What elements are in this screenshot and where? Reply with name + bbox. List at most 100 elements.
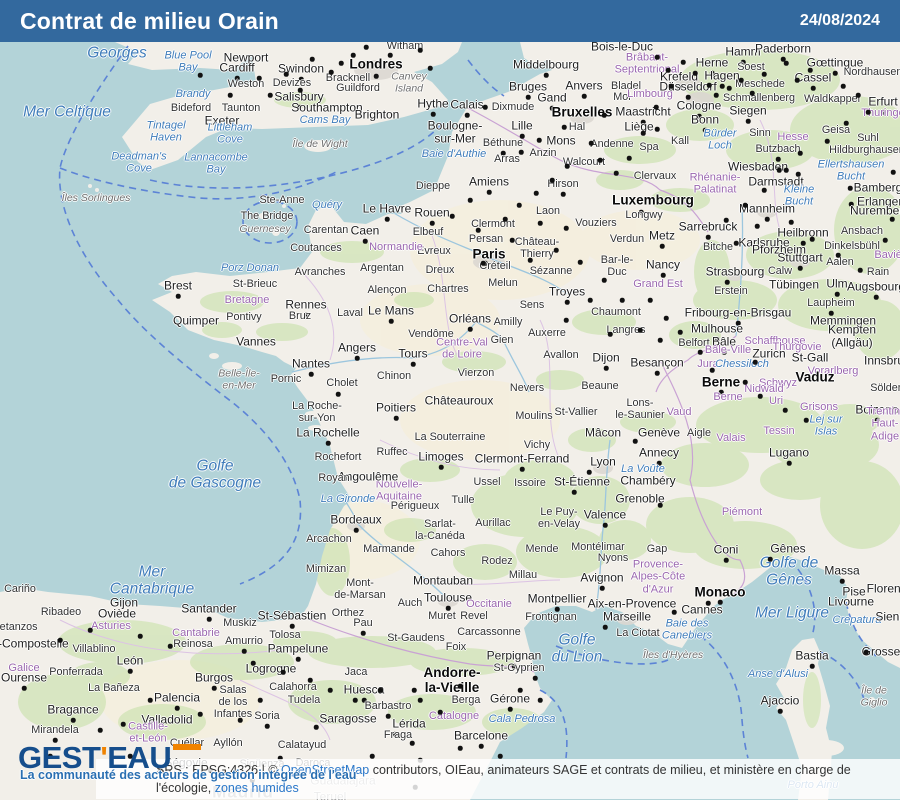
city-dot (296, 104, 302, 110)
city-dot (561, 124, 567, 130)
city-dot (507, 706, 513, 712)
map-label: Bitche (702, 240, 734, 253)
city-dot (705, 600, 711, 606)
city-dot (767, 556, 773, 562)
map-label: Trentin- Haut-Adige (866, 405, 900, 443)
map-label: Orthez (331, 606, 365, 619)
city-dot (478, 743, 484, 749)
map-label: Gand (537, 90, 567, 105)
map-label: Heilbronn (777, 225, 829, 240)
map-label: Grand Est (633, 277, 683, 290)
map-label: Exeter (204, 113, 240, 128)
map-label: Chessiloch (715, 357, 769, 370)
map-label: León (116, 653, 144, 668)
map-label: La Rochelle (296, 425, 360, 440)
map-label: Tessin (763, 424, 795, 437)
map-label: Verdun (609, 232, 645, 245)
town-dot (601, 277, 607, 283)
map-label: Calahorra (269, 680, 317, 693)
city-dot (809, 663, 815, 669)
town-dot (502, 216, 508, 222)
map-label: Ansbach (840, 224, 884, 237)
map-label: Valladolid (141, 712, 193, 727)
map-label: Pau (353, 616, 373, 629)
city-dot (654, 370, 660, 376)
city-dot (543, 72, 549, 78)
map-label: Andorre- la-Vieille (423, 664, 481, 695)
city-dot (393, 415, 399, 421)
city-dot (536, 137, 542, 143)
map-label: Îles Sorlingues (61, 192, 131, 205)
map-label: Ourense (0, 670, 48, 685)
map-label: Devizes (272, 76, 312, 89)
map-label: Vierzon (457, 366, 495, 379)
map-label: Golfe de Gascogne (168, 457, 262, 492)
map-label: Bürder Loch (703, 127, 737, 152)
town-dot (587, 297, 593, 303)
map-label: Berne (713, 390, 743, 403)
city-dot (828, 310, 834, 316)
map-label: Arras (494, 152, 520, 165)
map-label: Chambéry (620, 473, 676, 488)
map-label: Tudela (287, 693, 321, 706)
map-label: Jaca (344, 665, 368, 678)
town-dot (417, 47, 423, 53)
openstreetmap-link[interactable]: OpenStreetMap (281, 762, 370, 777)
header-date: 24/08/2024 (799, 12, 880, 29)
town-dot (761, 71, 767, 77)
map-label: Cholet (326, 376, 358, 389)
city-dot (764, 216, 770, 222)
city-dot (599, 585, 605, 591)
attribution-bar: SRS : EPSG:4326 | © OpenStreetMap contri… (96, 758, 900, 799)
map-label: Salas de los Infantes (213, 683, 253, 721)
map-label: Dixmude (491, 100, 535, 113)
map-label: Burgos (194, 670, 234, 685)
city-dot (564, 299, 570, 305)
town-dot (809, 236, 815, 242)
city-dot (640, 119, 646, 125)
town-dot (427, 65, 433, 71)
map-label: Taunton (221, 101, 261, 114)
map-label: Évreux (417, 244, 451, 257)
map-label: Berne (701, 374, 741, 390)
town-dot (350, 52, 356, 58)
map-label: Le Havre (362, 201, 412, 216)
corsica-vegetation (803, 672, 821, 728)
map-label: Arcachon (306, 532, 352, 545)
town-dot (776, 167, 782, 173)
map-label: Provence- Alpes-Côte d'Azur (630, 558, 686, 596)
map-label: Cassel (794, 70, 832, 85)
map-label: Asturies (91, 619, 131, 632)
map-label: Paderborn (754, 41, 812, 56)
map-label: Carcassonne (457, 625, 521, 638)
map-label: Poitiers (375, 400, 417, 415)
map-label: Persan (468, 232, 504, 245)
city-dot (354, 355, 360, 361)
map-label: Suhl (857, 131, 879, 144)
map-label: Siegen (729, 103, 767, 118)
city-dot (241, 648, 247, 654)
map-label: Occitanie (466, 597, 512, 610)
city-dot (775, 156, 781, 162)
town-dot (637, 327, 643, 333)
map-label: Massa (824, 563, 860, 578)
city-dot (467, 326, 473, 332)
city-dot (705, 234, 711, 240)
map-label: Mimizan (305, 562, 347, 575)
zones-humides-link[interactable]: zones humides (214, 780, 299, 795)
map-label: St-Gaudens (387, 631, 445, 644)
header-bar: Contrat de milieu Orain 24/08/2024 (0, 0, 900, 42)
map-label: Tolosa (269, 628, 301, 641)
map-label: Pornic (270, 372, 302, 385)
map-label: Aalen (826, 255, 854, 268)
map-label: St-Cyprien (493, 661, 545, 674)
map-label: Nuremberg (849, 203, 900, 218)
map-label: Orléans (448, 311, 492, 326)
map-label: Aix-en-Provence (587, 596, 677, 611)
city-dot (70, 717, 76, 723)
map-label: Ruffec (376, 445, 408, 458)
map-label: Blue Pool Bay (164, 49, 212, 74)
gesteau-logo[interactable]: GEST'EAU (18, 742, 202, 773)
city-dot (783, 167, 789, 173)
